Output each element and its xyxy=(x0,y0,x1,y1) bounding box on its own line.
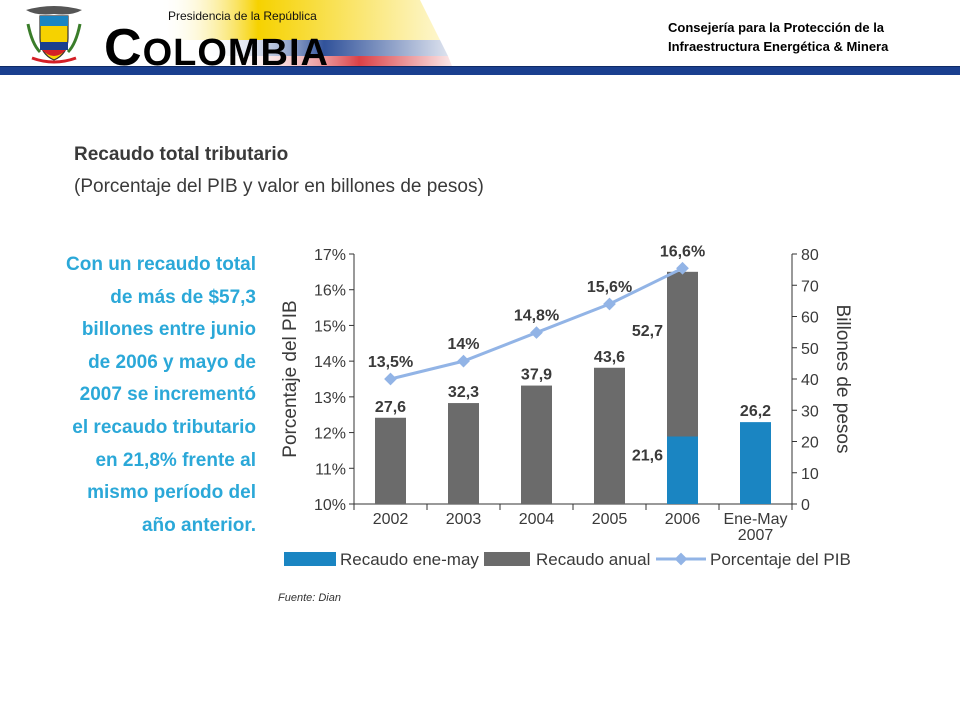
coat-of-arms-icon xyxy=(26,6,82,64)
left-axis-tick-label: 11% xyxy=(315,461,346,478)
left-axis-tick-label: 12% xyxy=(314,426,346,443)
bar-recaudo-anual xyxy=(375,417,406,504)
x-axis-tick-label: 2004 xyxy=(519,511,555,528)
legend-swatch-recaudo-ene-may xyxy=(284,552,336,566)
x-axis-tick-label: 2006 xyxy=(665,511,701,528)
department-name: Consejería para la Protección de la Infr… xyxy=(668,18,953,56)
x-axis-tick-label: 2007 xyxy=(738,527,774,544)
legend-swatch-recaudo-anual xyxy=(484,552,530,566)
right-axis-tick-label: 60 xyxy=(801,310,819,327)
bar-label-recaudo-anual: 52,7 xyxy=(632,323,663,340)
line-point-porcentaje-pib xyxy=(530,326,543,339)
chart-title: Recaudo total tributario xyxy=(74,144,289,165)
side-note: Con un recaudo total de más de $57,3 bil… xyxy=(66,254,256,536)
left-axis-tick-label: 15% xyxy=(314,318,346,335)
department-line-2: Infraestructura Energética & Minera xyxy=(668,39,889,54)
right-axis-tick-label: 20 xyxy=(801,435,819,452)
chart-subtitle: (Porcentaje del PIB y valor en billones … xyxy=(74,176,484,197)
line-point-porcentaje-pib xyxy=(457,354,470,368)
bar-label-recaudo-anual: 37,9 xyxy=(521,367,552,384)
chart: 10% 11% 12% 13% 14% 15% 16% 17% 0 10 20 30 40 50 60 70 8… xyxy=(280,243,853,569)
right-axis-tick-label: 40 xyxy=(801,372,819,389)
bar-recaudo-anual xyxy=(448,403,479,504)
legend-label-porcentaje-pib: Porcentaje del PIB xyxy=(710,550,851,569)
legend-label-recaudo-anual: Recaudo anual xyxy=(536,550,650,569)
bar-label-recaudo-ene-may: 21,6 xyxy=(632,448,663,465)
right-axis-tick-label: 70 xyxy=(801,278,819,295)
right-axis-tick-label: 80 xyxy=(801,247,819,264)
x-axis-tick-label: 2005 xyxy=(592,511,628,528)
line-label-porcentaje-pib: 14% xyxy=(447,336,479,353)
bar-recaudo-ene-may xyxy=(667,436,698,504)
x-axis-tick-label: 2002 xyxy=(373,511,409,528)
department-line-1: Consejería para la Protección de la xyxy=(668,20,885,35)
bar-label-recaudo-anual: 27,6 xyxy=(375,399,406,416)
bar-recaudo-ene-may xyxy=(740,422,771,504)
right-axis-tick-label: 0 xyxy=(801,497,810,514)
line-label-porcentaje-pib: 13,5% xyxy=(368,354,413,371)
left-axis-tick-label: 13% xyxy=(314,390,346,407)
legend-marker-porcentaje-pib xyxy=(674,552,688,566)
line-point-porcentaje-pib xyxy=(603,297,616,311)
presidency-label: Presidencia de la República xyxy=(168,9,317,23)
bar-label-recaudo-anual: 32,3 xyxy=(448,384,479,401)
bar-label-recaudo-anual: 43,6 xyxy=(594,349,625,366)
line-point-porcentaje-pib xyxy=(384,372,397,386)
bar-label-recaudo-ene-may: 26,2 xyxy=(740,403,771,420)
header: Presidencia de la República COLOMBIA Con… xyxy=(0,0,960,78)
line-label-porcentaje-pib: 14,8% xyxy=(514,308,559,325)
right-axis-tick-label: 10 xyxy=(801,466,819,483)
flag-band xyxy=(160,0,452,66)
x-axis-tick-label: Ene-May xyxy=(723,511,787,528)
bar-recaudo-anual xyxy=(594,367,625,504)
line-label-porcentaje-pib: 16,6% xyxy=(660,243,705,260)
bar-recaudo-anual xyxy=(521,385,552,504)
right-axis-title: Billones de pesos xyxy=(832,305,853,454)
x-axis-tick-label: 2003 xyxy=(446,511,482,528)
legend-label-recaudo-ene-may: Recaudo ene-may xyxy=(340,550,479,569)
left-axis-tick-label: 16% xyxy=(314,283,346,300)
header-rule xyxy=(0,66,960,75)
left-axis-title: Porcentaje del PIB xyxy=(280,300,301,457)
line-label-porcentaje-pib: 15,6% xyxy=(587,279,632,296)
source-note: Fuente: Dian xyxy=(278,592,341,604)
right-axis-tick-label: 30 xyxy=(801,403,819,420)
left-axis-tick-label: 17% xyxy=(314,247,346,264)
left-axis-tick-label: 14% xyxy=(314,354,346,371)
left-axis-tick-label: 10% xyxy=(314,497,346,514)
right-axis-tick-label: 50 xyxy=(801,341,819,358)
